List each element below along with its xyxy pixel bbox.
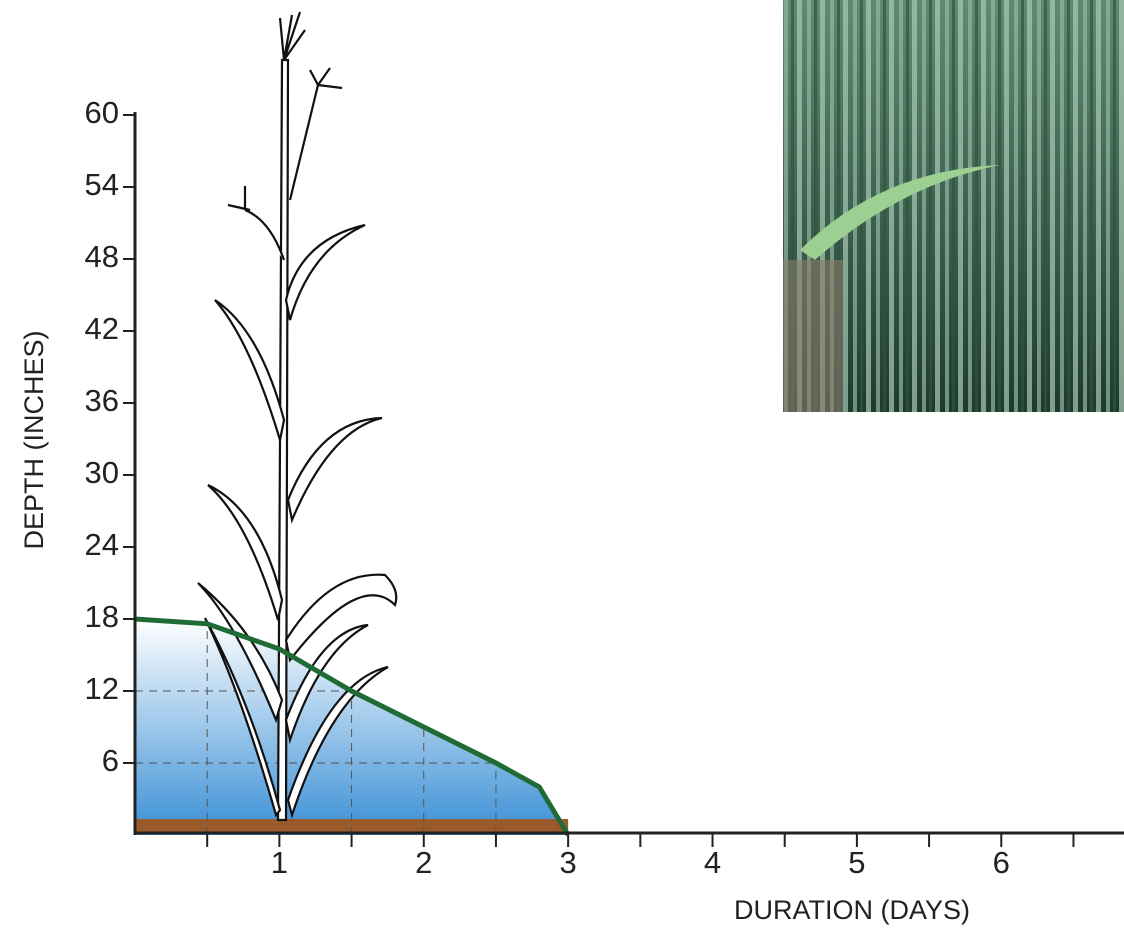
grass-photo [783, 0, 1124, 412]
y-tick-label: 30 [85, 455, 119, 490]
x-tick-label: 3 [560, 845, 577, 880]
x-tick-label: 5 [848, 845, 865, 880]
y-axis-label: DEPTH (INCHES) [19, 330, 49, 549]
x-tick-label: 2 [415, 845, 432, 880]
x-tick-label: 1 [271, 845, 288, 880]
y-tick-label: 48 [85, 239, 119, 274]
x-tick-label: 4 [704, 845, 721, 880]
y-tick-label: 12 [85, 671, 119, 706]
y-tick-label: 60 [85, 95, 119, 130]
water-area [135, 619, 569, 835]
x-axis-label: DURATION (DAYS) [734, 895, 970, 925]
drawdown-line [134, 616, 571, 837]
plant-illustration [197, 11, 398, 822]
soil [135, 819, 569, 833]
y-tick-label: 36 [85, 383, 119, 418]
y-tick-label: 18 [85, 599, 119, 634]
y-tick-label: 42 [85, 311, 119, 346]
x-tick-label: 6 [993, 845, 1010, 880]
y-tick-label: 54 [85, 167, 119, 202]
y-tick-label: 24 [85, 527, 119, 562]
y-tick-label: 6 [102, 743, 119, 778]
